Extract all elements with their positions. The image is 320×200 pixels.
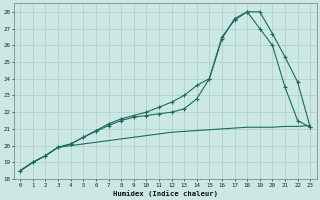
- X-axis label: Humidex (Indice chaleur): Humidex (Indice chaleur): [113, 190, 218, 197]
